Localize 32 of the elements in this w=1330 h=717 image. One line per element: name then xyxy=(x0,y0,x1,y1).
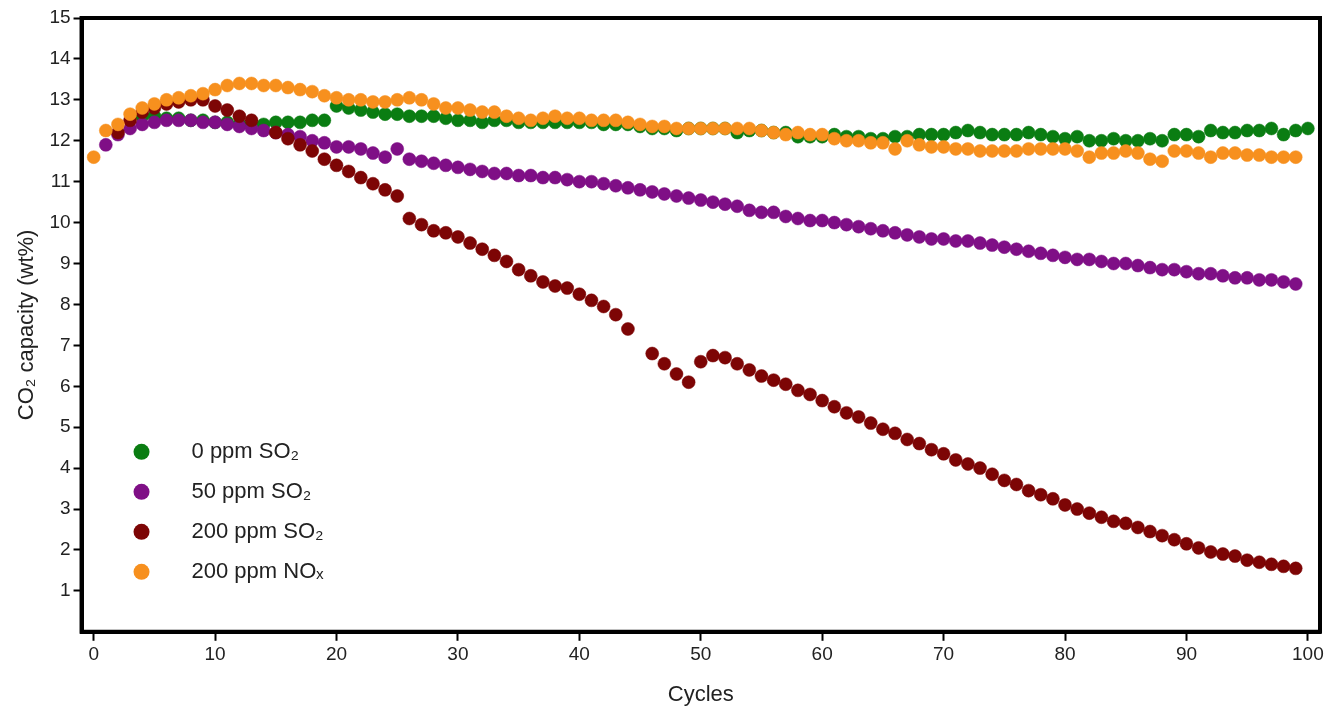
x-tick-label: 50 xyxy=(690,643,712,665)
y-tick-label: 11 xyxy=(50,169,71,191)
legend-label: 50 ppm SO₂ xyxy=(191,477,312,503)
x-tick-label: 40 xyxy=(568,643,590,665)
y-tick-label: 5 xyxy=(59,415,71,437)
y-axis-title: CO₂ capacity (wt%) xyxy=(13,229,39,421)
x-tick-label: 20 xyxy=(325,643,348,665)
x-tick-label: 10 xyxy=(204,643,226,665)
legend-label: 0 ppm SO₂ xyxy=(191,437,300,463)
x-tick-label: 100 xyxy=(1292,643,1324,665)
x-axis-title: Cycles xyxy=(667,680,734,706)
y-tick-label: 15 xyxy=(49,6,71,28)
y-tick-label: 14 xyxy=(49,47,71,69)
y-tick-label: 9 xyxy=(59,251,71,273)
y-tick-label: 8 xyxy=(59,292,71,314)
x-tick-label: 80 xyxy=(1054,643,1076,665)
y-tick-label: 4 xyxy=(59,456,71,478)
y-tick-label: 6 xyxy=(59,374,71,396)
y-tick-label: 3 xyxy=(59,497,71,519)
y-tick-label: 2 xyxy=(59,538,71,560)
x-tick-label: 60 xyxy=(811,643,833,665)
y-tick-label: 10 xyxy=(49,210,71,232)
legend-label: 200 ppm NOₓ xyxy=(191,557,325,583)
y-tick-label: 12 xyxy=(49,128,71,150)
legend-label: 200 ppm SO₂ xyxy=(191,517,324,543)
x-tick-label: 30 xyxy=(447,643,469,665)
x-tick-label: 0 xyxy=(88,643,99,665)
x-tick-label: 90 xyxy=(1175,643,1198,665)
y-tick-label: 7 xyxy=(59,333,71,355)
y-tick-label: 13 xyxy=(49,88,71,110)
x-tick-label: 70 xyxy=(933,643,955,665)
y-tick-label: 1 xyxy=(59,579,71,601)
